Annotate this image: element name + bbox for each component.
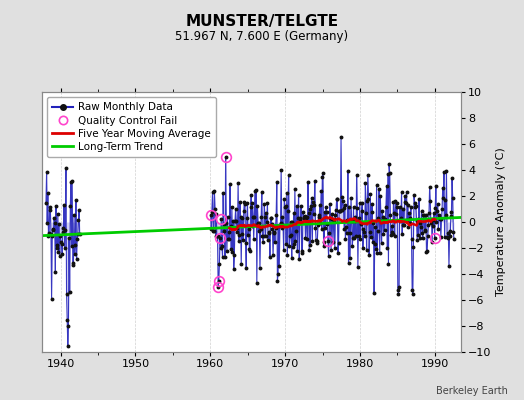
Text: Berkeley Earth: Berkeley Earth [436,386,508,396]
Text: MUNSTER/TELGTE: MUNSTER/TELGTE [185,14,339,29]
Text: 51.967 N, 7.600 E (Germany): 51.967 N, 7.600 E (Germany) [176,30,348,43]
Y-axis label: Temperature Anomaly (°C): Temperature Anomaly (°C) [496,148,506,296]
Legend: Raw Monthly Data, Quality Control Fail, Five Year Moving Average, Long-Term Tren: Raw Monthly Data, Quality Control Fail, … [47,97,216,157]
